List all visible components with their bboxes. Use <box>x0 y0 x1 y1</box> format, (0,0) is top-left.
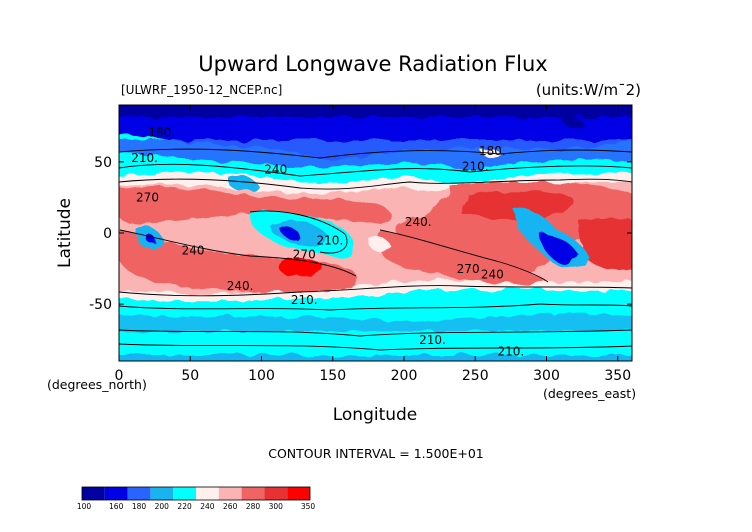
contour-label: 210. <box>419 333 446 347</box>
colorbar-swatch <box>127 487 151 500</box>
x-tick-label: 150 <box>319 368 346 384</box>
colorbar: 100 160 180 200 220 240 260 280 300 350 <box>77 486 316 511</box>
contour-label: 210. <box>291 293 318 307</box>
y-axis-title: Latitude <box>55 198 75 268</box>
contour-interval-label: CONTOUR INTERVAL = 1.500E+01 <box>268 446 484 461</box>
colorbar-label: 300 <box>269 502 284 511</box>
colorbar-label: 350 <box>301 502 316 511</box>
colorbar-label: 200 <box>155 502 170 511</box>
y-tick-label: -50 <box>89 297 112 313</box>
x-tick-label: 100 <box>248 368 275 384</box>
x-tick-label: 250 <box>462 368 489 384</box>
contour-label: 240 <box>182 243 205 257</box>
contour-label: 180. <box>479 144 506 158</box>
contour-label: 270 <box>293 248 316 262</box>
colorbar-swatch <box>173 487 196 500</box>
colorbar-swatch <box>82 487 105 500</box>
colorbar-swatch <box>104 487 128 500</box>
file-label: [ULWRF_1950-12_NCEP.nc] <box>121 83 282 97</box>
colorbar-swatch <box>150 487 174 500</box>
contour-label: 240 <box>264 162 287 176</box>
colorbar-swatch <box>218 487 242 500</box>
colorbar-frame <box>81 486 311 501</box>
contour-label: 180. <box>148 125 175 139</box>
contour-label: 210. <box>317 233 344 247</box>
contour-label: 210. <box>131 151 158 165</box>
contour-label: 210. <box>462 159 489 173</box>
contour-label: 210. <box>498 344 525 358</box>
y-axis-unit-label: (degrees_east) <box>543 386 636 401</box>
colorbar-label: 100 <box>77 502 92 511</box>
colorbar-label: 260 <box>223 502 238 511</box>
colorbar-label: 160 <box>109 502 124 511</box>
x-tick-label: 350 <box>604 368 631 384</box>
contour-label: 240. <box>227 279 254 293</box>
colorbar-swatch <box>264 487 288 500</box>
chart-title: Upward Longwave Radiation Flux <box>198 52 547 76</box>
contour-field <box>119 105 632 361</box>
x-axis: 0 50 100 150 200 250 300 350 <box>115 105 631 384</box>
colorbar-swatch <box>196 487 219 500</box>
colorbar-label: 220 <box>177 502 192 511</box>
x-tick-label: 300 <box>533 368 560 384</box>
x-axis-unit-label: (degrees_north) <box>47 377 147 392</box>
contour-label: 240. <box>405 215 432 229</box>
colorbar-swatch <box>241 487 265 500</box>
x-tick-label: 0 <box>115 368 124 384</box>
colorbar-label: 280 <box>246 502 261 511</box>
y-tick-label: 50 <box>94 155 112 171</box>
contour-label: 240 <box>481 268 504 282</box>
units-label: (units:W/m¯2) <box>536 81 641 99</box>
x-tick-label: 50 <box>181 368 199 384</box>
x-axis-title: Longitude <box>333 405 418 425</box>
x-tick-label: 200 <box>391 368 418 384</box>
contour-label: 270 <box>136 191 159 205</box>
contour-label: 270 <box>457 262 480 276</box>
colorbar-label: 180 <box>132 502 147 511</box>
colorbar-swatch <box>287 487 310 500</box>
y-tick-label: 0 <box>103 226 112 242</box>
colorbar-label: 240 <box>200 502 215 511</box>
y-axis: 50 0 -50 <box>89 155 632 313</box>
